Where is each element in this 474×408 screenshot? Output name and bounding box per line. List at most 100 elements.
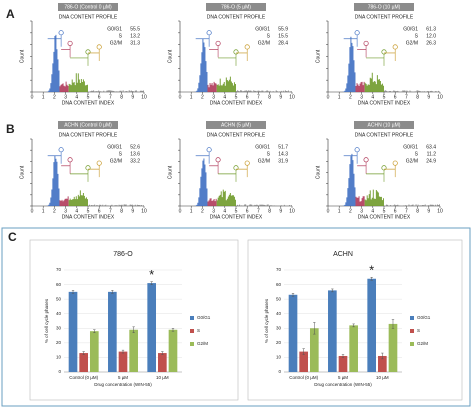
legend-label: G2/M <box>417 341 428 346</box>
x-tick-label: 9 <box>427 94 430 100</box>
x-tick-label: 10 <box>437 94 443 100</box>
x-tick-label: 0 <box>31 94 34 100</box>
bar <box>309 328 319 372</box>
bar <box>168 329 178 372</box>
chart-title: 786-O <box>113 251 133 258</box>
x-tick-label: 10 µM <box>156 375 169 380</box>
y-tick-label: 40 <box>276 311 282 316</box>
title-box <box>354 3 414 11</box>
legend-swatch <box>190 329 194 333</box>
x-tick-label: 4 <box>75 208 78 214</box>
error-bar <box>161 351 164 355</box>
x-tick-label: 3 <box>64 208 67 214</box>
x-axis-label: Drug concentration (WIN-55) <box>94 382 152 387</box>
error-bar <box>71 290 75 294</box>
x-tick-label: 9 <box>427 208 430 214</box>
stat-label: G2/M <box>258 40 270 46</box>
x-tick-label: 4 <box>371 94 374 100</box>
gate-marker <box>215 157 221 163</box>
gate-marker <box>244 160 250 166</box>
gate-marker <box>354 30 360 36</box>
stat-value: 61.3 <box>426 26 436 32</box>
x-tick-label: 2 <box>53 208 56 214</box>
gate-marker <box>244 44 250 50</box>
error-bar <box>391 319 395 329</box>
chart-title: ACHN <box>333 251 353 258</box>
x-tick-label: 7 <box>405 94 408 100</box>
x-tick-label: 0 <box>179 94 182 100</box>
x-tick-label: 6 <box>394 208 397 214</box>
x-tick-label: 7 <box>257 94 260 100</box>
gate-marker <box>67 40 73 46</box>
y-tick-label: 30 <box>276 325 282 330</box>
x-tick-label: 9 <box>279 208 282 214</box>
x-axis-label: DNA CONTENT INDEX <box>210 214 263 220</box>
error-bar <box>381 352 384 360</box>
legend-swatch <box>410 316 414 320</box>
bar <box>328 290 337 372</box>
x-tick-label: 6 <box>246 94 249 100</box>
x-tick-label: 6 <box>246 208 249 214</box>
panel-label: B <box>6 122 15 136</box>
y-axis-label: Count <box>19 165 25 179</box>
stat-value: 55.5 <box>130 26 140 32</box>
bar <box>79 353 88 372</box>
stat-value: 24.9 <box>426 158 436 164</box>
y-axis-label: % of cell cycle phases <box>264 298 269 343</box>
stat-value: 26.3 <box>426 40 436 46</box>
x-tick-label: 8 <box>416 208 419 214</box>
histogram-area <box>355 196 365 206</box>
stat-value: 15.5 <box>278 33 288 39</box>
gate-marker <box>206 147 212 153</box>
x-tick-label: 4 <box>75 94 78 100</box>
x-tick-label: 9 <box>279 94 282 100</box>
x-axis-label: DNA CONTENT INDEX <box>358 100 411 106</box>
x-tick-label: 10 <box>141 208 147 214</box>
x-tick-label: Control (0 µM) <box>289 375 318 380</box>
gate-marker <box>96 44 102 50</box>
stat-value: 63.4 <box>426 144 436 150</box>
x-tick-label: 0 <box>31 208 34 214</box>
legend-swatch <box>410 329 414 333</box>
histogram-area <box>88 90 144 92</box>
histogram-area <box>88 204 144 206</box>
x-tick-label: 8 <box>120 208 123 214</box>
histogram-area <box>328 153 356 206</box>
title-box <box>354 121 414 129</box>
x-tick-label: 5 <box>383 94 386 100</box>
gate-marker <box>233 165 239 171</box>
x-axis-label: DNA CONTENT INDEX <box>62 100 115 106</box>
histogram-area <box>216 76 236 92</box>
stat-label: G2/M <box>110 158 122 164</box>
histogram-subtitle: DNA CONTENT PROFILE <box>355 132 414 138</box>
gate-marker <box>58 147 64 153</box>
x-tick-label: 10 <box>141 94 147 100</box>
stat-label: G0/G1 <box>107 26 122 32</box>
gate-marker <box>363 40 369 46</box>
x-axis-label: DNA CONTENT INDEX <box>210 100 263 106</box>
x-tick-label: 5 <box>235 94 238 100</box>
x-tick-label: 3 <box>360 208 363 214</box>
stat-value: 52.6 <box>130 144 140 150</box>
x-tick-label: 2 <box>53 94 56 100</box>
bar <box>147 283 157 372</box>
stat-value: 13.6 <box>130 151 140 157</box>
bar <box>158 353 167 372</box>
x-tick-label: 4 <box>223 208 226 214</box>
stat-value: 28.4 <box>278 40 288 46</box>
bar <box>349 325 358 372</box>
chart-frame <box>247 239 463 401</box>
y-tick-label: 20 <box>276 340 282 345</box>
histogram-area <box>207 198 217 206</box>
histogram-area <box>384 90 440 92</box>
histogram-area <box>180 158 208 206</box>
x-tick-label: Control (0 µM) <box>69 375 98 380</box>
gate-marker <box>67 157 73 163</box>
bar <box>118 351 128 372</box>
x-tick-label: 1 <box>190 208 193 214</box>
bar <box>338 355 348 372</box>
x-tick-label: 2 <box>201 94 204 100</box>
stat-label: S <box>119 33 123 39</box>
stat-value: 14.3 <box>278 151 288 157</box>
